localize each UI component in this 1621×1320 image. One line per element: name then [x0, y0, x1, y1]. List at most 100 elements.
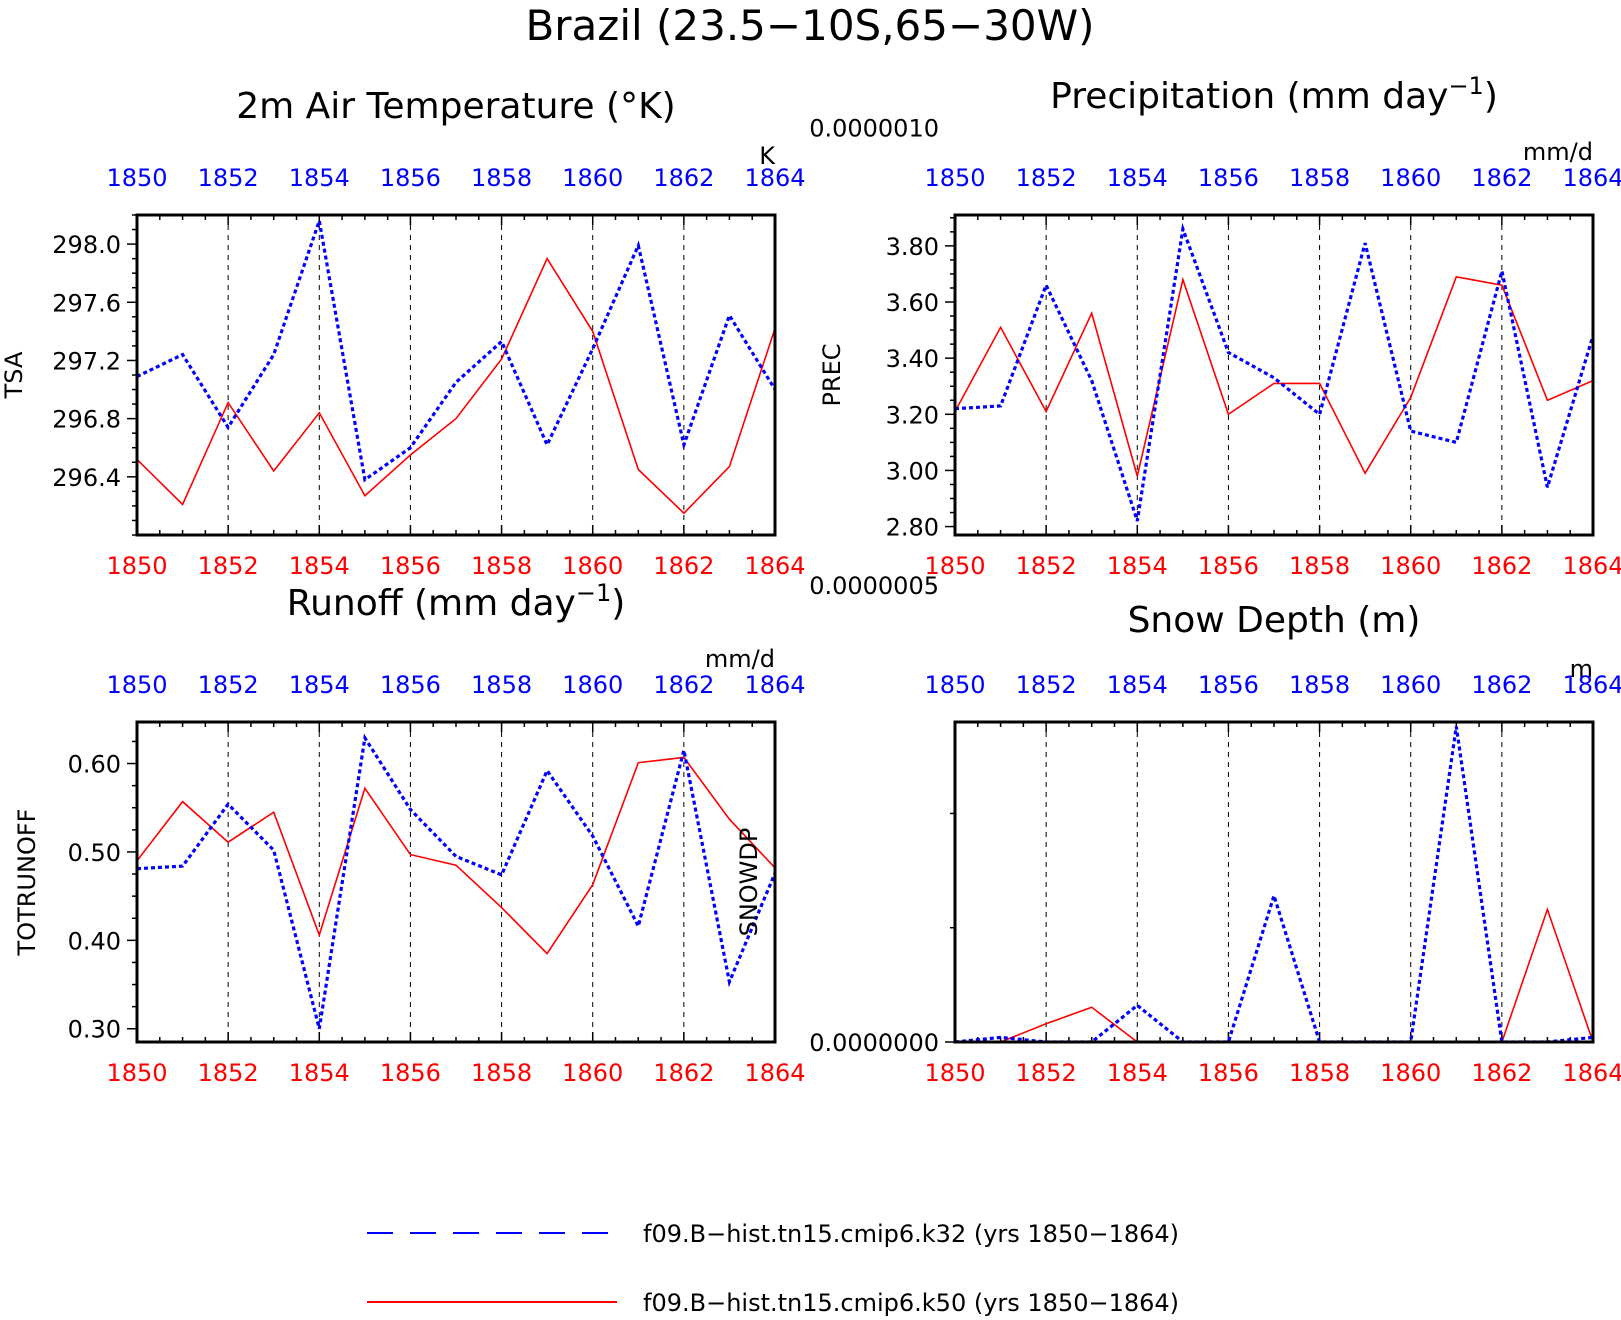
panel-title-text: 2m Air Temperature (°K) [236, 86, 675, 127]
legend-label: f09.B−hist.tn15.cmip6.k32 (yrs 1850−1864… [643, 1220, 1179, 1248]
y-tick-label: 0.0000005 [809, 572, 939, 600]
plot-frame [953, 213, 1595, 537]
x-tick-label: 1856 [380, 552, 441, 580]
panel-title-superscript: −1 [576, 579, 611, 607]
plot-frame [135, 213, 777, 537]
x-tick-label: 1860 [1380, 552, 1441, 580]
y-axis-label: SNOWDP [735, 828, 763, 937]
x-tick-label: 1850 [106, 1059, 167, 1087]
x-tick-label: 1860 [562, 1059, 623, 1087]
plot-frame [953, 720, 1595, 1044]
x-tick-label: 1854 [1107, 1059, 1168, 1087]
x-tick-label-top: 1858 [471, 671, 532, 699]
x-tick-label: 1854 [289, 552, 350, 580]
x-tick-label: 1858 [471, 1059, 532, 1087]
y-tick-label: 0.30 [68, 1016, 121, 1044]
y-tick-label: 0.0000000 [809, 1029, 939, 1057]
panel-title-superscript: −1 [1448, 72, 1483, 100]
y-tick-label: 297.2 [52, 347, 121, 375]
x-tick-label: 1852 [1016, 1059, 1077, 1087]
x-tick-label: 1856 [380, 1059, 441, 1087]
series-line-k32 [955, 222, 1593, 522]
x-tick-label-top: 1862 [653, 671, 714, 699]
y-axis-label: TSA [0, 351, 28, 399]
x-tick-label: 1864 [1562, 1059, 1621, 1087]
x-tick-label: 1864 [1562, 552, 1621, 580]
panel-title: Snow Depth (m) [1128, 600, 1421, 641]
x-tick-label: 1862 [1471, 1059, 1532, 1087]
series-line-k32 [955, 726, 1593, 1042]
x-tick-label: 1850 [924, 1059, 985, 1087]
panel-title: 2m Air Temperature (°K) [236, 86, 675, 127]
panel-title-tail: ) [611, 583, 625, 624]
x-tick-label: 1850 [106, 552, 167, 580]
panel-title-text: Runoff (mm day [287, 583, 576, 624]
x-tick-label: 1858 [1289, 552, 1350, 580]
y-tick-label: 297.6 [52, 289, 121, 317]
x-tick-label: 1854 [289, 1059, 350, 1087]
y-tick-label: 3.00 [886, 457, 939, 485]
x-tick-label-top: 1850 [924, 671, 985, 699]
y-tick-label: 0.0000010 [809, 115, 939, 143]
panel-title-tail: ) [1484, 76, 1498, 117]
panel-snowdp: Snow Depth (m) m SNOWDP 1850 1850 1852 1852 185… [735, 115, 1621, 1087]
x-tick-label: 1850 [924, 552, 985, 580]
series-line-k32 [137, 220, 775, 483]
x-tick-label-top: 1864 [1562, 164, 1621, 192]
x-tick-label-top: 1852 [1016, 164, 1077, 192]
figure-title: Brazil (23.5−10S,65−30W) [525, 1, 1094, 50]
x-tick-label-top: 1852 [198, 164, 259, 192]
x-tick-label-top: 1856 [1198, 671, 1259, 699]
x-tick-label: 1858 [471, 552, 532, 580]
x-tick-label: 1852 [198, 1059, 259, 1087]
legend-label: f09.B−hist.tn15.cmip6.k50 (yrs 1850−1864… [643, 1289, 1179, 1317]
y-tick-label: 298.0 [52, 231, 121, 259]
y-tick-label: 3.40 [886, 345, 939, 373]
x-tick-label-top: 1860 [1380, 671, 1441, 699]
x-tick-label-top: 1858 [471, 164, 532, 192]
x-tick-label: 1860 [1380, 1059, 1441, 1087]
series-line-k50 [955, 275, 1593, 477]
y-tick-label: 0.60 [68, 751, 121, 779]
series-line-k50 [137, 256, 775, 515]
x-tick-label: 1864 [744, 1059, 805, 1087]
x-tick-label-top: 1862 [1471, 671, 1532, 699]
x-tick-label: 1856 [1198, 1059, 1259, 1087]
x-tick-label-top: 1860 [562, 671, 623, 699]
x-tick-label-top: 1862 [1471, 164, 1532, 192]
panel-tsa: 2m Air Temperature (°K) K TSA 1850 1850 1852 1… [0, 86, 806, 580]
panel-title-text: Snow Depth (m) [1128, 600, 1421, 641]
y-tick-label: 296.8 [52, 406, 121, 434]
x-tick-label: 1862 [1471, 552, 1532, 580]
units-label: K [759, 142, 776, 170]
x-tick-label: 1852 [198, 552, 259, 580]
series-line-k50 [137, 756, 775, 955]
y-tick-label: 296.4 [52, 464, 121, 492]
y-axis-label: PREC [818, 343, 846, 406]
x-tick-label: 1856 [1198, 552, 1259, 580]
x-tick-label-top: 1854 [1107, 164, 1168, 192]
x-tick-label-top: 1856 [380, 164, 441, 192]
x-tick-label: 1862 [653, 552, 714, 580]
x-tick-label-top: 1850 [924, 164, 985, 192]
panel-title: Precipitation (mm day−1) [1050, 72, 1498, 117]
y-tick-label: 3.20 [886, 401, 939, 429]
x-tick-label-top: 1860 [1380, 164, 1441, 192]
x-tick-label-top: 1852 [1016, 671, 1077, 699]
units-label: m [1570, 655, 1593, 683]
series-line-k32 [137, 733, 775, 1030]
y-tick-label: 0.40 [68, 927, 121, 955]
x-tick-label-top: 1864 [744, 164, 805, 192]
x-tick-label: 1860 [562, 552, 623, 580]
x-tick-label-top: 1856 [1198, 164, 1259, 192]
units-label: mm/d [705, 645, 775, 673]
x-tick-label-top: 1850 [106, 164, 167, 192]
legend: f09.B−hist.tn15.cmip6.k32 (yrs 1850−1864… [367, 1220, 1179, 1317]
x-tick-label-top: 1860 [562, 164, 623, 192]
panel-title: Runoff (mm day−1) [287, 579, 626, 624]
y-tick-label: 2.80 [886, 514, 939, 542]
y-tick-label: 0.50 [68, 839, 121, 867]
plot-frame [135, 720, 777, 1044]
panel-title-text: Precipitation (mm day [1050, 76, 1448, 117]
